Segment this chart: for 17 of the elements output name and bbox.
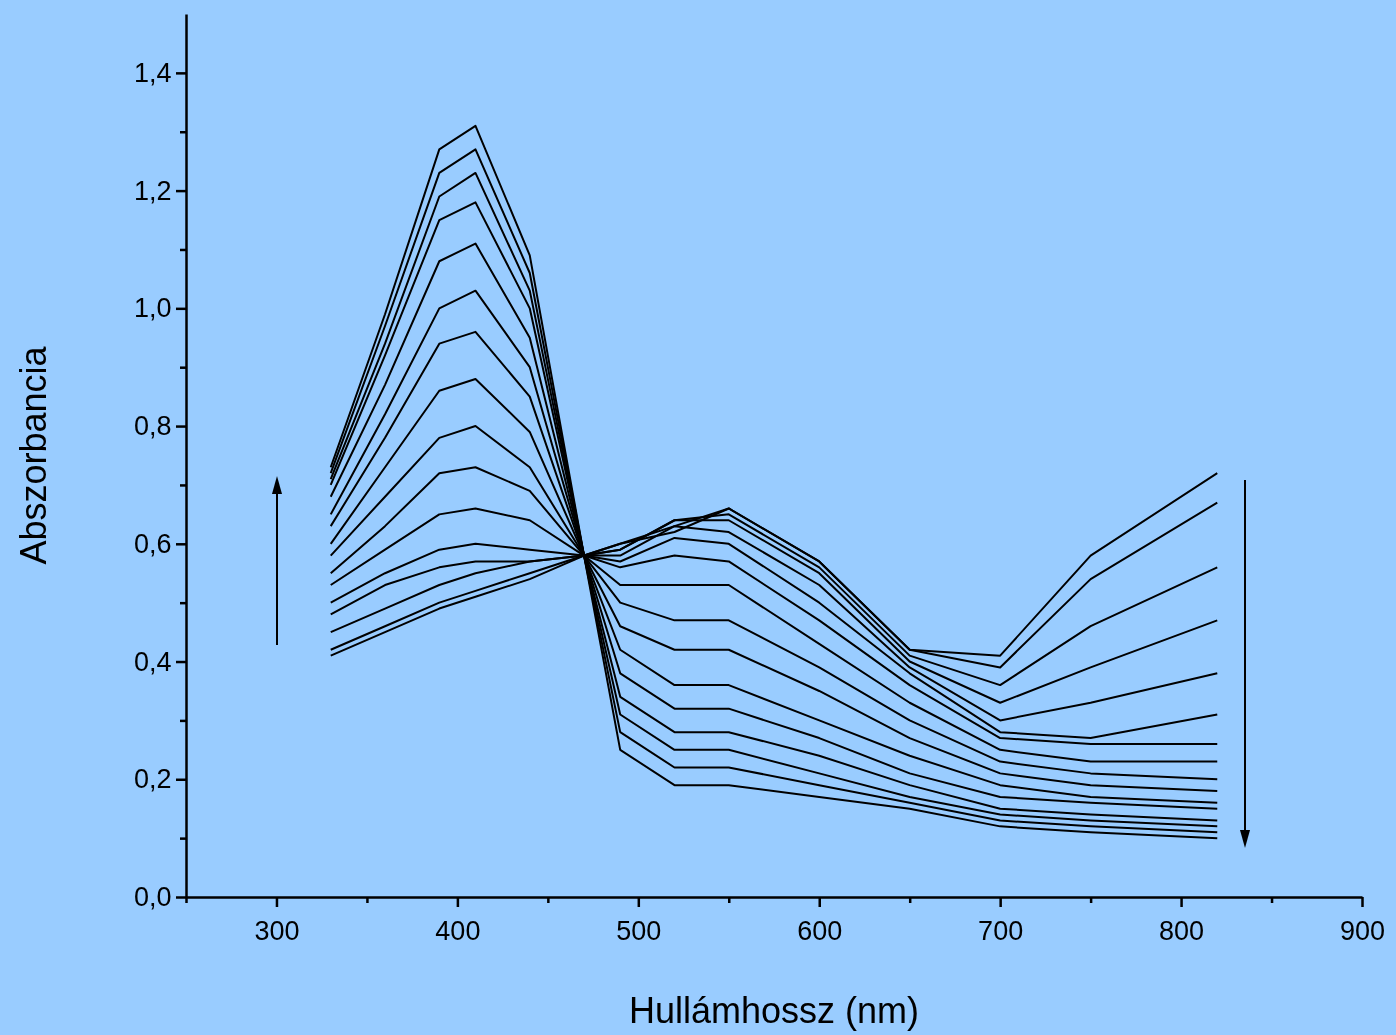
y-tick-label: 1,2 [134, 175, 172, 206]
y-tick-label: 0,2 [134, 764, 172, 795]
y-tick-label: 0,4 [134, 646, 172, 677]
x-tick-label: 400 [435, 915, 481, 946]
x-tick-label: 500 [616, 915, 662, 946]
x-tick-label: 900 [1339, 915, 1386, 946]
y-tick-label: 1,0 [134, 293, 172, 324]
x-tick-label: 300 [254, 915, 300, 946]
y-tick-label: 0,6 [134, 528, 172, 559]
y-tick-label: 0,0 [134, 882, 172, 913]
x-tick-label: 600 [797, 915, 843, 946]
x-tick-label: 800 [1159, 915, 1205, 946]
y-tick-label: 1,4 [134, 58, 172, 89]
x-tick-label: 700 [978, 915, 1024, 946]
y-tick-label: 0,8 [134, 411, 172, 442]
x-axis-title: Hullámhossz (nm) [628, 990, 920, 1031]
y-axis-title: Abszorbancia [13, 345, 54, 565]
